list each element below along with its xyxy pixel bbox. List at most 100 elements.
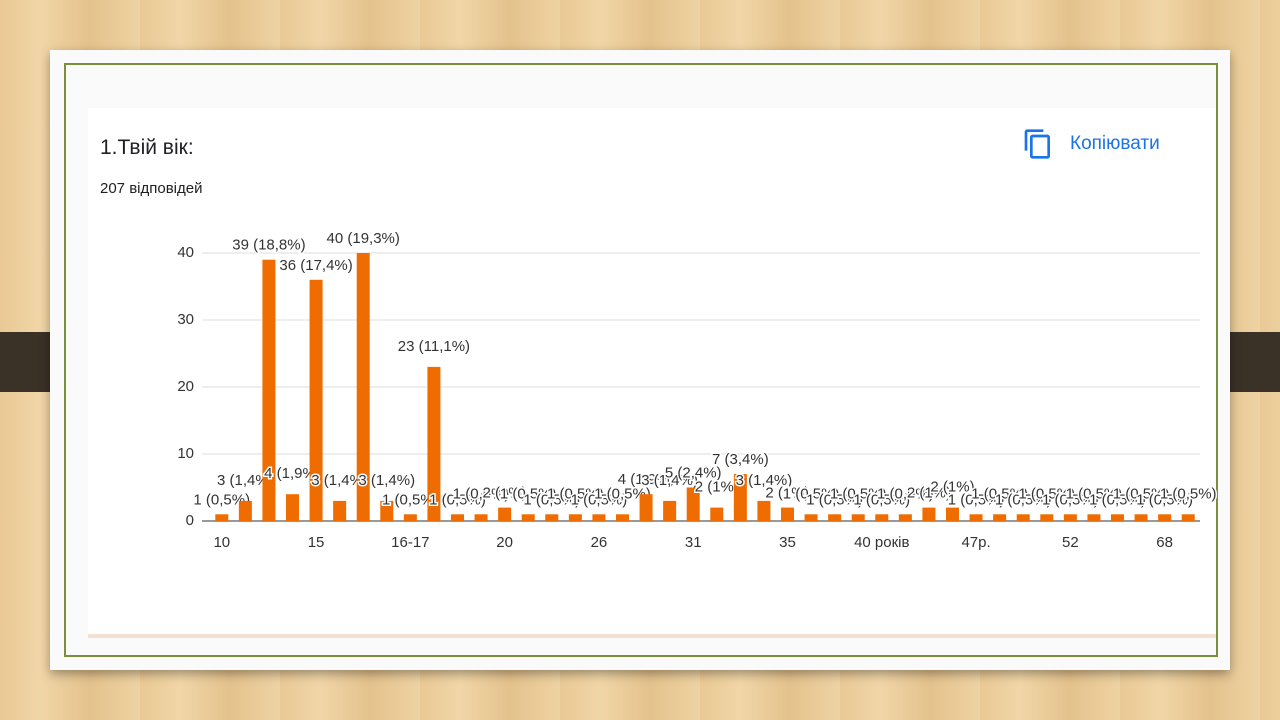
response-count: 207 відповідей xyxy=(100,180,203,197)
x-tick-label: 16-17 xyxy=(391,534,429,551)
data-label: 1 (0,5%) xyxy=(1018,485,1075,502)
data-label: 1 (0,5%) xyxy=(382,491,439,508)
data-label: 1 (0,5%) xyxy=(948,491,1005,508)
data-label: 40 (19,3%) xyxy=(327,230,400,247)
data-label: 1 (0,5%) xyxy=(830,485,887,502)
x-tick-label: 35 xyxy=(779,534,796,551)
bar xyxy=(238,500,252,521)
data-label: 1 (0,5%) xyxy=(1136,491,1193,508)
card xyxy=(88,108,1216,638)
bar xyxy=(639,494,653,521)
bar xyxy=(1087,514,1101,521)
data-label: 23 (11,1%) xyxy=(398,338,470,355)
bar xyxy=(969,514,983,521)
data-label: 1 (0,5%) xyxy=(1042,491,1099,508)
x-tick-label: 31 xyxy=(685,534,702,551)
x-tick-label: 10 xyxy=(213,534,230,551)
copy-label: Копіювати xyxy=(1070,133,1160,154)
bar xyxy=(403,514,417,521)
bar xyxy=(781,507,794,521)
bar xyxy=(498,507,512,521)
data-label: 2 (1%) xyxy=(907,485,951,502)
data-label: 2 (1%) xyxy=(483,485,527,502)
bar xyxy=(710,507,724,521)
data-label: 3 (1,4%) xyxy=(217,472,274,489)
bar xyxy=(851,514,865,521)
x-tick-label: 68 xyxy=(1156,534,1173,551)
data-label: 39 (18,8%) xyxy=(232,237,305,254)
bar xyxy=(733,474,747,521)
y-tick-label: 40 xyxy=(177,244,194,261)
bar xyxy=(286,494,299,521)
data-label: 5 (2,4%) xyxy=(665,464,722,481)
data-label: 1 (0,5%) xyxy=(783,485,840,502)
bar xyxy=(757,500,771,521)
bar xyxy=(1016,514,1030,521)
data-label: 1 (0,5%) xyxy=(429,491,486,508)
question-title: 1.Твій вік: xyxy=(100,136,194,159)
data-label: 1 (0,5%) xyxy=(571,491,628,508)
slide-frame xyxy=(64,63,1218,657)
bar xyxy=(686,487,700,521)
bar xyxy=(380,500,394,521)
y-tick-label: 30 xyxy=(177,311,194,328)
data-label: 1 (0,5%) xyxy=(193,491,250,508)
bar xyxy=(804,514,818,521)
y-tick-label: 0 xyxy=(186,512,194,529)
data-label: 4 (1,9%) xyxy=(618,471,675,488)
data-label: 1 (0,5%) xyxy=(594,485,651,502)
copy-button[interactable]: Копіювати xyxy=(1022,128,1160,160)
bar xyxy=(993,514,1007,521)
bar xyxy=(946,507,959,521)
bar xyxy=(875,514,889,521)
bar xyxy=(333,500,347,521)
data-label: 1 (0,5%) xyxy=(523,491,580,508)
data-label: 1 (0,5%) xyxy=(453,485,510,502)
bar xyxy=(1134,514,1148,521)
data-label: 1 (0,5%) xyxy=(995,491,1052,508)
data-label: 2 (1%) xyxy=(765,485,809,502)
y-tick-label: 20 xyxy=(177,378,194,395)
bar xyxy=(356,253,370,521)
data-label: 2 (1%) xyxy=(695,479,739,496)
data-label: 3 (1,4%) xyxy=(358,472,415,489)
bar xyxy=(616,514,629,521)
bar xyxy=(521,514,535,521)
data-label: 1 (0,5%) xyxy=(1066,485,1123,502)
data-label: 2 (1%) xyxy=(930,479,974,496)
bar xyxy=(828,514,842,521)
bar xyxy=(663,500,677,521)
data-label: 1 (0,5%) xyxy=(1113,485,1170,502)
data-label: 1 (0,5%) xyxy=(806,491,863,508)
bar xyxy=(1158,514,1172,521)
bar xyxy=(215,514,229,521)
x-tick-label: 47р. xyxy=(961,534,990,551)
bar xyxy=(474,514,488,521)
data-label: 7 (3,4%) xyxy=(712,451,769,468)
bar xyxy=(898,514,912,521)
x-tick-label: 40 років xyxy=(854,534,909,551)
data-label: 1 (0,5%) xyxy=(853,491,910,508)
copy-icon xyxy=(1024,129,1050,159)
bar xyxy=(1040,514,1054,521)
y-tick-label: 10 xyxy=(177,445,194,462)
x-tick-label: 20 xyxy=(496,534,513,551)
bar xyxy=(1181,514,1195,521)
data-label: 1 (0,5%) xyxy=(877,485,934,502)
bar xyxy=(568,514,582,521)
x-tick-label: 26 xyxy=(591,534,608,551)
data-label: 3 (1,4%) xyxy=(736,472,793,489)
data-label: 1 (0,5%) xyxy=(971,485,1028,502)
bar xyxy=(545,514,559,521)
x-tick-label: 15 xyxy=(308,534,325,551)
bar xyxy=(592,514,606,521)
data-label: 3 (1,4%) xyxy=(311,472,368,489)
bar xyxy=(1063,514,1077,521)
data-label: 1 (0,5%) xyxy=(1089,491,1146,508)
bar xyxy=(309,279,323,521)
bar xyxy=(451,514,464,521)
data-label: 4 (1,9%) xyxy=(264,465,321,482)
data-label: 1 (0,5%) xyxy=(547,485,604,502)
data-label: 1 (0,5%) xyxy=(500,485,557,502)
